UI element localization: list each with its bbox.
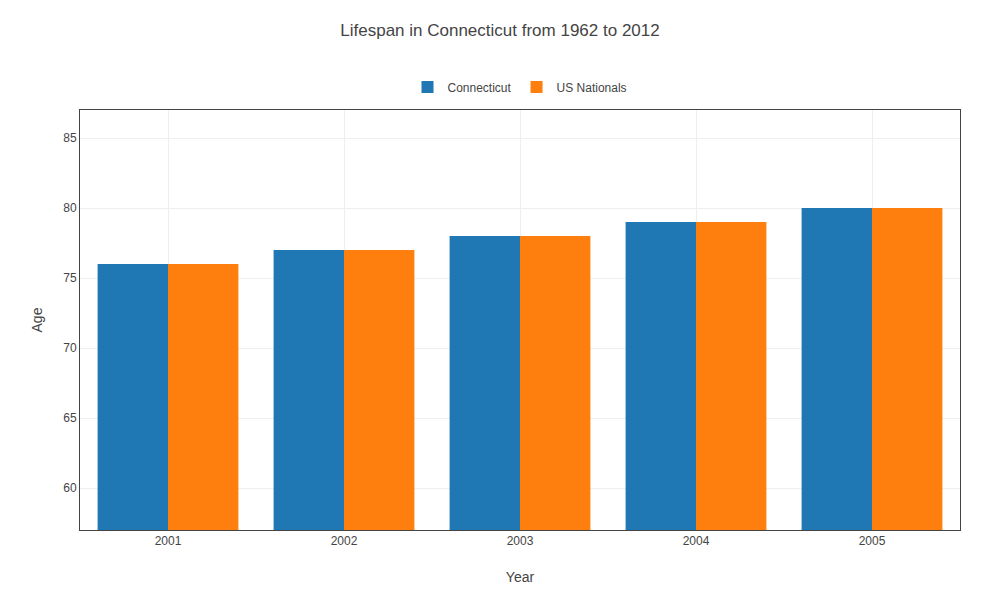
- svg-text:65: 65: [63, 411, 77, 425]
- svg-text:2003: 2003: [507, 534, 534, 548]
- svg-text:US Nationals: US Nationals: [557, 81, 627, 95]
- svg-text:2004: 2004: [683, 534, 710, 548]
- svg-text:80: 80: [63, 201, 77, 215]
- svg-text:2005: 2005: [859, 534, 886, 548]
- svg-text:70: 70: [63, 341, 77, 355]
- svg-text:Connecticut: Connecticut: [448, 81, 512, 95]
- svg-text:Age: Age: [29, 307, 45, 332]
- svg-text:60: 60: [63, 481, 77, 495]
- svg-text:75: 75: [63, 271, 77, 285]
- svg-text:Year: Year: [506, 569, 535, 585]
- svg-text:Lifespan in Connecticut from 1: Lifespan in Connecticut from 1962 to 201…: [340, 21, 659, 40]
- svg-text:85: 85: [63, 131, 77, 145]
- svg-text:2002: 2002: [331, 534, 358, 548]
- svg-text:2001: 2001: [155, 534, 182, 548]
